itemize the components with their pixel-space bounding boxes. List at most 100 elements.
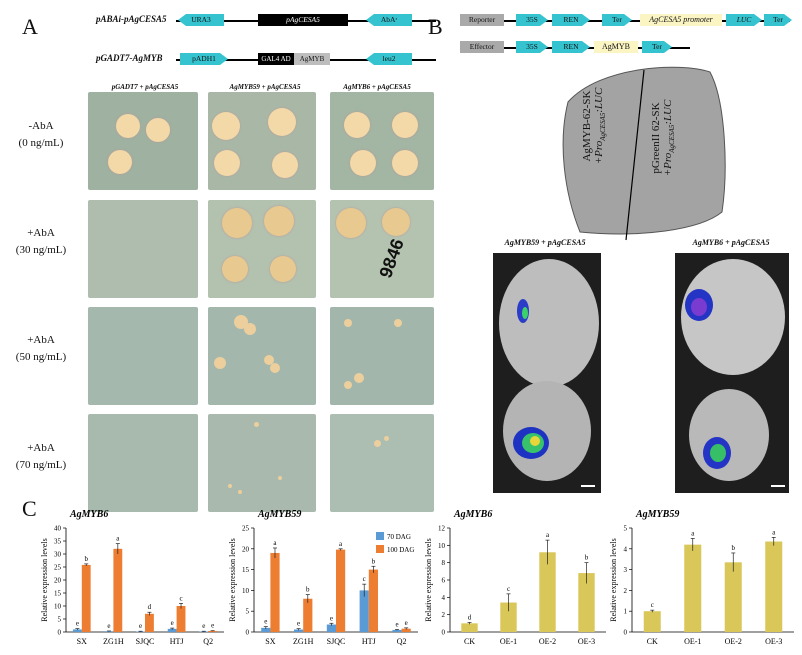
- significance-letter: e: [330, 614, 333, 622]
- significance-letter: a: [546, 531, 550, 539]
- y-tick-label: 0: [58, 629, 62, 637]
- significance-letter: b: [585, 554, 589, 562]
- x-tick-label: Q2: [397, 637, 407, 646]
- y-tick-label: 5: [624, 525, 628, 533]
- bar: [724, 562, 742, 632]
- bar: [208, 630, 218, 632]
- significance-letter: e: [171, 619, 174, 627]
- column-header-3: AgMYB6 + pAgCESA5: [343, 83, 411, 91]
- y-tick-label: 8: [442, 559, 446, 567]
- x-tick-label: OE-1: [500, 637, 517, 646]
- significance-letter: e: [297, 620, 300, 628]
- bar: [684, 544, 702, 632]
- effector-ter: Ter: [642, 41, 672, 53]
- bar: [578, 573, 595, 632]
- y-tick-label: 10: [242, 587, 250, 595]
- leu2-element: leu2: [366, 53, 412, 65]
- x-tick-label: OE-2: [725, 637, 742, 646]
- significance-letter: c: [507, 585, 510, 593]
- significance-letter: b: [732, 544, 736, 552]
- plate-marking: 9846: [375, 236, 408, 281]
- leaf-left-label: AgMYB-62-SK +ProAgCESA5:LUC: [581, 87, 608, 165]
- significance-letter: c: [651, 601, 654, 609]
- y-tick-label: 0: [442, 629, 446, 637]
- y-tick-label: 15: [54, 590, 62, 598]
- x-tick-label: OE-3: [765, 637, 782, 646]
- plate-r4-c3: [330, 414, 434, 512]
- x-tick-label: OE-3: [578, 637, 595, 646]
- plate-r4-c1: [88, 414, 198, 512]
- bar: [326, 624, 336, 632]
- legend-swatch: [376, 532, 384, 540]
- y-tick-label: 15: [242, 566, 250, 574]
- y-axis-label: Relative expression levels: [424, 538, 433, 622]
- bar: [359, 590, 369, 632]
- plate-r1-c1: [88, 92, 198, 190]
- x-tick-label: OE-1: [684, 637, 701, 646]
- bar: [145, 613, 154, 632]
- significance-letter: b: [84, 555, 88, 563]
- chart-agmyb6-oe: AgMYB6 Relative expression levels 0 2 4 6 8 10 1…: [424, 509, 606, 646]
- x-tick-label: CK: [464, 637, 475, 646]
- significance-letter: e: [139, 622, 142, 630]
- chart-title: AgMYB59: [635, 509, 679, 520]
- bar: [113, 548, 123, 632]
- chart-title: AgMYB6: [69, 509, 108, 520]
- plate-r2-c3: 9846: [330, 200, 434, 298]
- x-tick-label: SJQC: [327, 637, 346, 646]
- panel-b-letter: B: [428, 14, 443, 39]
- x-tick-label: Q2: [203, 637, 213, 646]
- y-axis-label: Relative expression levels: [609, 538, 618, 622]
- effector-35s: 35S: [516, 41, 548, 53]
- y-tick-label: 4: [624, 545, 628, 553]
- x-tick-label: HTJ: [362, 637, 376, 646]
- bar: [500, 602, 517, 632]
- significance-letter: c: [179, 594, 182, 602]
- y-tick-label: 6: [442, 577, 446, 585]
- y-tick-label: 2: [442, 611, 446, 619]
- luc-title-1: AgMYB59 + pAgCESA5: [504, 238, 586, 247]
- bar: [167, 628, 177, 632]
- x-tick-label: ZG1H: [293, 637, 314, 646]
- bar: [81, 564, 91, 632]
- bar: [104, 631, 114, 632]
- legend-label: 70 DAG: [387, 533, 411, 541]
- y-axis-label: Relative expression levels: [228, 538, 237, 622]
- significance-letter: e: [76, 620, 79, 628]
- bar: [303, 598, 313, 632]
- ura3-element: URA3: [178, 14, 224, 26]
- significance-letter: e: [264, 618, 267, 626]
- leaf-right-label: pGreenII 62-SK +ProAgCESA5:LUC: [650, 99, 677, 177]
- bar: [261, 627, 271, 632]
- reporter-ren: REN: [552, 14, 590, 26]
- chart-title: AgMYB6: [453, 509, 492, 520]
- bar: [336, 549, 346, 632]
- y-tick-label: 25: [54, 564, 62, 572]
- y-tick-label: 35: [54, 538, 62, 546]
- y-tick-label: 5: [246, 608, 250, 616]
- column-header-2: AgMYB59 + pAgCESA5: [229, 83, 301, 91]
- chart-agmyb6-cultivars: AgMYB6 Relative expression levels 0 5 10 15 20…: [40, 509, 224, 646]
- reporter-35s: 35S: [516, 14, 548, 26]
- luc-image-1: [493, 253, 601, 493]
- bar: [368, 569, 378, 632]
- significance-letter: e: [395, 621, 398, 629]
- luc-title-2: AgMYB6 + pAgCESA5: [692, 238, 770, 247]
- construct-label-2: pGADT7-AgMYB: [96, 53, 163, 63]
- legend-label: 100 DAG: [387, 546, 414, 554]
- y-tick-label: 10: [54, 603, 62, 611]
- leaf-schematic: [562, 66, 726, 241]
- agmyb-element: AgMYB: [294, 53, 330, 65]
- x-tick-label: OE-2: [539, 637, 556, 646]
- bar: [392, 629, 402, 632]
- row-label-1: -AbA (0 ng/mL): [18, 120, 64, 149]
- row-label-2: +AbA (30 ng/mL): [15, 227, 67, 256]
- pagcesa5-element: pAgCESA5: [258, 14, 348, 26]
- chart-title: AgMYB59: [257, 509, 301, 520]
- significance-letter: e: [107, 622, 110, 630]
- plate-r1-c3: [330, 92, 434, 190]
- column-header-1: pGADT7 + pAgCESA5: [111, 83, 179, 91]
- reporter-ter-2: Ter: [764, 14, 792, 26]
- construct-label-1: pABAi-pAgCESA5: [96, 14, 167, 24]
- plate-r2-c1: [88, 200, 198, 298]
